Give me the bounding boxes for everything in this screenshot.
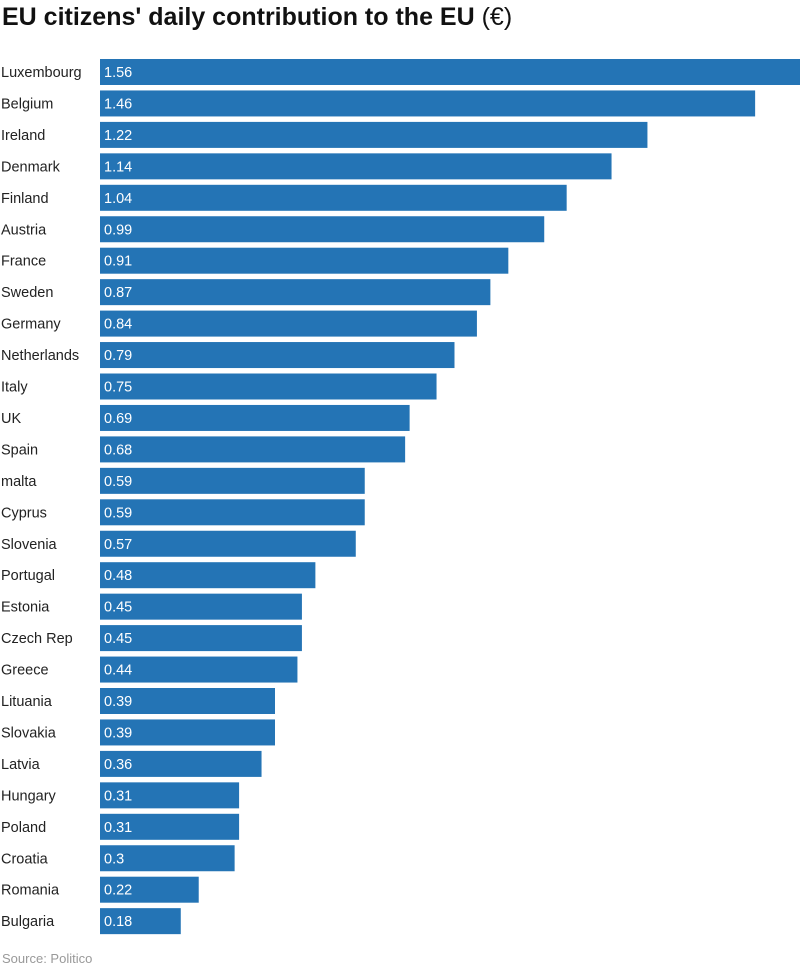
bar-estonia [100, 593, 302, 620]
category-label: Ireland [1, 128, 45, 144]
value-label: 1.04 [104, 191, 132, 207]
value-label: 1.22 [104, 128, 132, 144]
value-labels: 1.56 1.46 1.22 1.14 1.04 0.99 0.91 0.87 0.84 0.79… [104, 65, 132, 930]
bar-greece [100, 656, 298, 683]
bar-italy [100, 373, 437, 400]
bar-slovenia [100, 530, 356, 557]
bar-bulgaria [100, 908, 181, 935]
bar-netherlands [100, 342, 455, 369]
value-label: 0.48 [104, 568, 132, 584]
category-label: France [1, 254, 46, 270]
source-note: Source: Politico [2, 951, 93, 966]
category-label: Germany [1, 317, 61, 333]
category-label: Denmark [1, 159, 61, 175]
value-label: 0.75 [104, 380, 132, 396]
category-label: Finland [1, 191, 49, 207]
value-label: 0.18 [104, 914, 132, 930]
value-label: 1.46 [104, 96, 132, 112]
bar-uk [100, 404, 410, 431]
category-label: Netherlands [1, 348, 79, 364]
value-label: 0.22 [104, 883, 132, 899]
value-label: 0.39 [104, 694, 132, 710]
value-label: 0.31 [104, 820, 132, 836]
value-label: 0.39 [104, 725, 132, 741]
category-label: Slovenia [1, 537, 58, 553]
category-label: Czech Rep [1, 631, 73, 647]
category-label: Poland [1, 820, 46, 836]
bar-sweden [100, 279, 491, 306]
value-label: 0.59 [104, 505, 132, 521]
category-label: Slovakia [1, 725, 57, 741]
category-label: Bulgaria [1, 914, 55, 930]
value-label: 0.31 [104, 788, 132, 804]
value-label: 0.59 [104, 474, 132, 490]
value-label: 0.84 [104, 317, 132, 333]
value-label: 0.87 [104, 285, 132, 301]
category-label: Romania [1, 883, 60, 899]
chart-title-main: EU citizens' daily contribution to the E… [2, 3, 475, 31]
bars [100, 59, 800, 935]
bar-finland [100, 184, 567, 211]
category-label: Greece [1, 663, 49, 679]
bar-portugal [100, 562, 316, 589]
value-label: 0.79 [104, 348, 132, 364]
category-label: Portugal [1, 568, 55, 584]
bar-poland [100, 813, 240, 840]
bar-luxembourg [100, 59, 800, 85]
value-label: 0.44 [104, 663, 132, 679]
value-label: 0.99 [104, 222, 132, 238]
category-label: Belgium [1, 96, 53, 112]
value-label: 0.45 [104, 631, 132, 647]
value-label: 0.69 [104, 411, 132, 427]
category-label: Luxembourg [1, 65, 82, 81]
category-label: Italy [1, 380, 28, 396]
category-label: Croatia [1, 851, 49, 867]
category-label: Lituania [1, 694, 53, 710]
bar-croatia [100, 845, 235, 872]
bar-latvia [100, 750, 262, 777]
category-labels: Luxembourg Belgium Ireland Denmark Finland Au… [1, 65, 82, 930]
category-label: malta [1, 474, 37, 490]
category-label: Austria [1, 222, 47, 238]
bar-romania [100, 876, 199, 903]
value-label: 0.3 [104, 851, 124, 867]
value-label: 0.91 [104, 254, 132, 270]
value-label: 1.14 [104, 159, 132, 175]
category-label: UK [1, 411, 21, 427]
category-label: Sweden [1, 285, 53, 301]
bar-slovakia [100, 719, 275, 746]
bar-lituania [100, 688, 275, 714]
bar-chart: Luxembourg Belgium Ireland Denmark Finland Au… [1, 59, 800, 935]
bar-france [100, 247, 509, 274]
value-label: 0.45 [104, 600, 132, 616]
chart-title: EU citizens' daily contribution to the E… [2, 0, 512, 34]
bar-austria [100, 216, 545, 243]
category-label: Cyprus [1, 505, 47, 521]
category-label: Latvia [1, 757, 41, 773]
bar-denmark [100, 153, 612, 180]
bar-belgium [100, 90, 756, 117]
bar-malta [100, 467, 365, 494]
chart-title-unit: (€) [481, 3, 513, 31]
value-label: 0.68 [104, 442, 132, 458]
bar-czech-rep [100, 625, 302, 652]
bar-ireland [100, 121, 648, 148]
category-label: Estonia [1, 600, 50, 616]
value-label: 1.56 [104, 65, 132, 81]
bar-hungary [100, 782, 240, 809]
value-label: 0.36 [104, 757, 132, 773]
bar-cyprus [100, 499, 365, 526]
bar-germany [100, 310, 477, 337]
category-label: Spain [1, 442, 38, 458]
value-label: 0.57 [104, 537, 132, 553]
category-label: Hungary [1, 788, 57, 804]
bar-spain [100, 436, 406, 463]
